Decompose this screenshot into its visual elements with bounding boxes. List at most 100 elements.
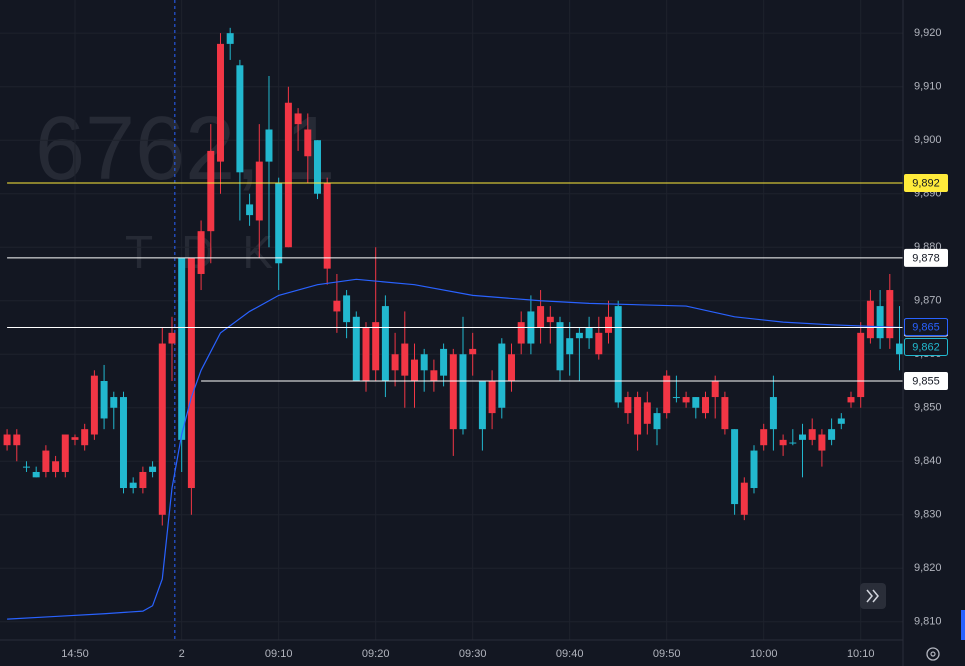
candle-body: [187, 257, 195, 489]
candle-body: [711, 381, 719, 398]
candle-body: [449, 354, 457, 430]
candle-body: [119, 397, 127, 489]
candle-body: [469, 348, 477, 355]
candle-body: [32, 471, 40, 478]
candle-body: [653, 413, 661, 430]
x-tick-label: 09:30: [459, 648, 487, 660]
scroll-button[interactable]: [860, 583, 886, 609]
candle-body: [556, 322, 564, 371]
candle-body: [595, 332, 603, 355]
candle-body: [808, 429, 816, 440]
price-label-bg: [904, 317, 948, 336]
candle-body: [624, 397, 632, 414]
candle-body: [42, 450, 50, 472]
candle-body: [779, 439, 787, 446]
price-line-label-bg: [904, 372, 948, 391]
candle-body: [643, 402, 651, 424]
candle-body: [876, 306, 884, 339]
candle-body: [488, 381, 496, 414]
candle-body: [837, 418, 845, 424]
candle-body: [90, 375, 98, 435]
x-tick-label: 10:00: [750, 648, 778, 660]
candle-body: [566, 338, 574, 355]
candle-body: [13, 434, 21, 446]
candle-body: [731, 429, 739, 505]
candle-body: [372, 322, 380, 371]
scroll-to-realtime[interactable]: [860, 583, 886, 609]
candle-body: [3, 434, 11, 446]
candle-body: [605, 316, 612, 333]
candle-body: [896, 343, 903, 355]
y-tick-label: 9,840: [914, 455, 942, 467]
candle-body: [517, 322, 525, 344]
y-tick-label: 9,870: [914, 295, 942, 307]
x-tick-label: 09:40: [556, 648, 584, 660]
candle-body: [857, 332, 865, 398]
candle-body: [158, 343, 166, 515]
settings-icon[interactable]: [926, 647, 940, 661]
candle-body: [866, 300, 874, 339]
y-tick-label: 9,830: [914, 509, 942, 521]
candle-body: [430, 370, 438, 382]
candle-body: [265, 129, 273, 162]
x-tick-label: 10:10: [847, 648, 875, 660]
candle-body: [769, 397, 777, 430]
candle-body: [420, 354, 428, 371]
candle-body: [22, 466, 30, 468]
candle-body: [343, 295, 351, 323]
candle-body: [478, 381, 486, 430]
x-tick-label: 09:10: [265, 648, 293, 660]
candle-body: [663, 375, 671, 414]
candle-body: [702, 397, 709, 414]
price-label: 9,862: [912, 341, 940, 353]
candle-body: [129, 482, 137, 489]
candle-body: [828, 429, 836, 440]
candle-body: [294, 113, 302, 125]
candle-body: [207, 150, 215, 232]
candle-body: [168, 332, 176, 344]
moving-average: [7, 278, 900, 620]
candle-body: [313, 140, 321, 194]
candle-body: [100, 381, 108, 419]
candle-body: [614, 306, 622, 403]
candle-body: [498, 343, 506, 408]
settings-button[interactable]: [926, 647, 940, 661]
y-tick-label: 9,810: [914, 616, 942, 628]
candle-body: [682, 397, 690, 403]
candle-body: [81, 429, 89, 446]
candle-body: [740, 482, 748, 515]
candle-body: [236, 65, 244, 173]
x-tick-label: 09:20: [362, 648, 390, 660]
candle-body: [216, 43, 224, 162]
candle-body: [255, 161, 263, 221]
candle-body: [362, 327, 370, 382]
candle-body: [672, 397, 680, 399]
candle-body: [139, 471, 147, 489]
axes: 9,8109,8209,8309,8409,8509,8609,8709,880…: [61, 27, 948, 660]
candle-body: [585, 327, 593, 339]
candle-body: [178, 257, 186, 440]
candle-body: [575, 332, 583, 339]
candle-body: [886, 290, 894, 339]
candle-body: [847, 397, 855, 403]
candle-body: [246, 204, 254, 216]
candle-body: [323, 183, 331, 269]
candle-body: [381, 306, 389, 382]
candle-body: [537, 306, 545, 328]
candle-body: [440, 348, 448, 376]
price-label-bg: [904, 337, 948, 356]
price-line-label: 9,878: [912, 252, 940, 264]
price-line-label: 9,855: [912, 375, 940, 387]
scroll-icon: [866, 589, 879, 603]
candle-body: [52, 461, 60, 472]
scale-marker: [961, 610, 965, 640]
candle-body: [197, 231, 205, 274]
watermark-name: TDK: [125, 226, 301, 278]
candle-body: [508, 354, 515, 382]
candle-body: [789, 442, 797, 444]
y-tick-label: 9,820: [914, 562, 942, 574]
x-tick-label: 2: [179, 648, 185, 660]
candle-body: [411, 359, 418, 382]
